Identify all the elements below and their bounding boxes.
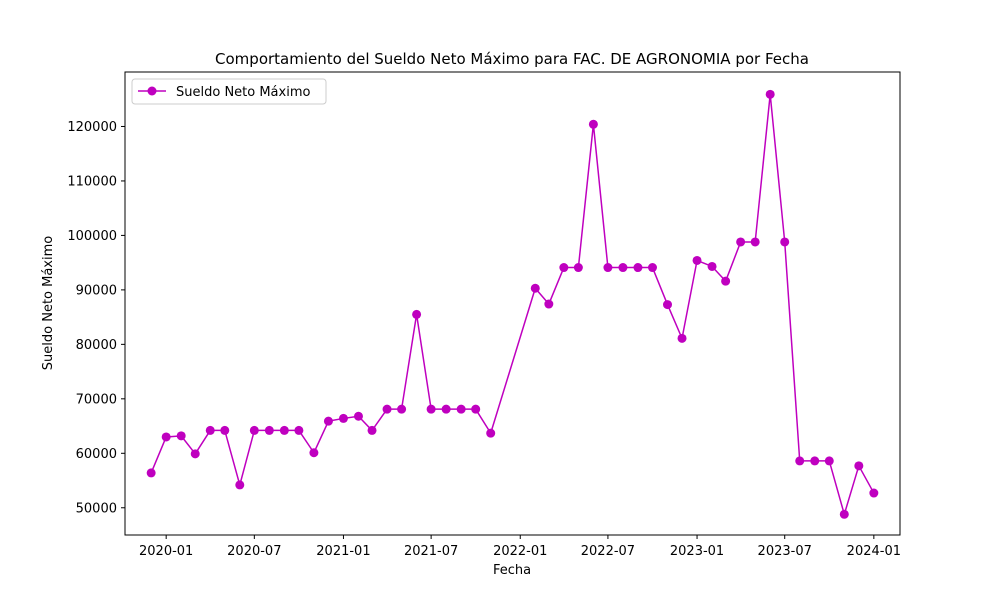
data-point — [309, 448, 319, 458]
x-tick-label: 2022-07 — [581, 544, 635, 559]
x-tick-label: 2024-01 — [847, 544, 901, 559]
y-tick-label: 50000 — [76, 501, 117, 516]
series-layer — [146, 89, 879, 519]
y-tick-label: 70000 — [76, 392, 117, 407]
data-point — [279, 425, 289, 435]
y-tick-label: 120000 — [67, 120, 117, 135]
data-point — [471, 404, 481, 414]
plot-frame — [124, 71, 901, 536]
x-axis: 2020-01 2020-07 2021-01 2021-07 2022-01 2022-… — [139, 535, 901, 559]
y-tick-label: 110000 — [67, 174, 117, 189]
y-tick-label: 80000 — [76, 338, 117, 353]
data-point — [294, 425, 304, 435]
y-axis-label: Sueldo Neto Máximo — [41, 236, 56, 370]
data-point — [573, 263, 583, 273]
legend: Sueldo Neto Máximo — [131, 78, 327, 105]
data-point — [205, 425, 215, 435]
data-point — [618, 263, 628, 273]
data-point — [677, 333, 687, 343]
data-point — [338, 413, 348, 423]
data-point — [176, 431, 186, 441]
x-tick-label: 2021-07 — [404, 544, 458, 559]
data-point — [367, 425, 377, 435]
plot-area — [125, 72, 900, 535]
data-point — [426, 404, 436, 414]
data-point — [839, 509, 849, 519]
data-point — [353, 411, 363, 421]
data-point — [456, 404, 466, 414]
chart-title: Comportamiento del Sueldo Neto Máximo pa… — [215, 50, 809, 68]
data-point — [220, 425, 230, 435]
data-point — [824, 456, 834, 466]
data-point — [736, 237, 746, 247]
data-point — [810, 456, 820, 466]
data-point — [412, 309, 422, 319]
data-point — [559, 263, 569, 273]
data-point — [441, 404, 451, 414]
data-point — [190, 449, 200, 459]
y-tick-label: 100000 — [67, 229, 117, 244]
data-point — [382, 404, 392, 414]
legend-marker-swatch — [147, 86, 157, 96]
x-tick-label: 2023-01 — [670, 544, 724, 559]
data-point — [530, 283, 540, 293]
data-point — [235, 480, 245, 490]
y-axis: 50000 60000 70000 80000 90000 100000 110000 120… — [67, 120, 125, 516]
data-point — [249, 425, 259, 435]
legend-label: Sueldo Neto Máximo — [176, 85, 310, 100]
data-point — [795, 456, 805, 466]
data-point — [780, 237, 790, 247]
data-point — [647, 263, 657, 273]
x-tick-label: 2021-01 — [316, 544, 370, 559]
data-point — [663, 300, 672, 310]
x-tick-label: 2020-07 — [227, 544, 281, 559]
data-point — [146, 468, 156, 478]
data-point — [765, 89, 775, 99]
x-tick-label: 2023-07 — [758, 544, 812, 559]
data-point — [397, 404, 407, 414]
data-point — [692, 255, 702, 265]
data-point — [721, 276, 731, 286]
y-tick-label: 90000 — [76, 283, 117, 298]
data-point — [603, 263, 613, 273]
data-point — [486, 428, 496, 438]
data-point — [854, 461, 864, 471]
y-tick-label: 60000 — [76, 447, 117, 462]
x-tick-label: 2022-01 — [493, 544, 547, 559]
x-axis-label: Fecha — [493, 563, 531, 578]
data-point — [869, 488, 879, 498]
data-point — [544, 299, 554, 309]
data-point — [588, 119, 598, 129]
data-point — [707, 261, 717, 271]
data-point — [750, 237, 760, 247]
legend-box — [131, 78, 327, 105]
x-tick-label: 2020-01 — [139, 544, 193, 559]
data-point — [633, 263, 643, 273]
data-point — [264, 425, 274, 435]
data-point — [161, 432, 171, 442]
data-point — [323, 416, 333, 426]
